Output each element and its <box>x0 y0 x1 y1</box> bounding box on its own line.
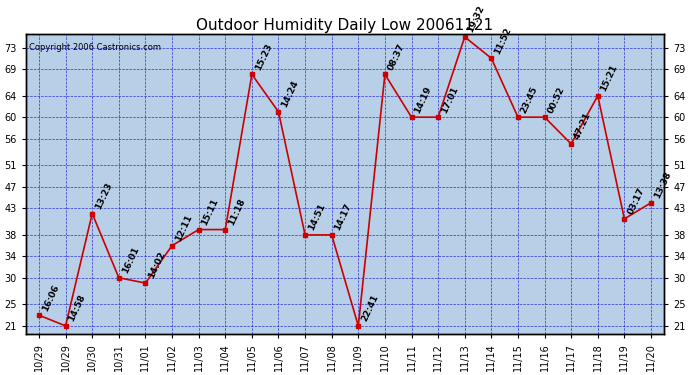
Text: 17:01: 17:01 <box>440 85 460 114</box>
Text: Copyright 2006 Castronics.com: Copyright 2006 Castronics.com <box>29 43 161 52</box>
Text: 47:21: 47:21 <box>573 111 593 141</box>
Text: 11:18: 11:18 <box>226 197 247 227</box>
Text: 15:23: 15:23 <box>253 42 273 72</box>
Text: 08:37: 08:37 <box>386 42 406 72</box>
Text: 12:11: 12:11 <box>173 213 194 243</box>
Text: 22:41: 22:41 <box>359 293 380 323</box>
Text: 14:19: 14:19 <box>413 84 433 114</box>
Text: 15:21: 15:21 <box>599 63 620 93</box>
Text: 11:52: 11:52 <box>493 26 513 56</box>
Text: 16:01: 16:01 <box>120 245 141 275</box>
Title: Outdoor Humidity Daily Low 20061121: Outdoor Humidity Daily Low 20061121 <box>197 18 493 33</box>
Text: 14:17: 14:17 <box>333 202 353 232</box>
Text: 13:23: 13:23 <box>94 181 114 211</box>
Text: 16:06: 16:06 <box>41 283 61 312</box>
Text: 14:24: 14:24 <box>280 79 300 109</box>
Text: 23:45: 23:45 <box>520 84 540 114</box>
Text: 13:38: 13:38 <box>652 170 673 200</box>
Text: 03:17: 03:17 <box>626 186 646 216</box>
Text: 19:32: 19:32 <box>466 4 486 34</box>
Text: 14:51: 14:51 <box>306 202 327 232</box>
Text: 14:02: 14:02 <box>147 251 167 280</box>
Text: 14:58: 14:58 <box>67 293 88 323</box>
Text: 15:11: 15:11 <box>200 197 220 227</box>
Text: 00:52: 00:52 <box>546 85 566 114</box>
